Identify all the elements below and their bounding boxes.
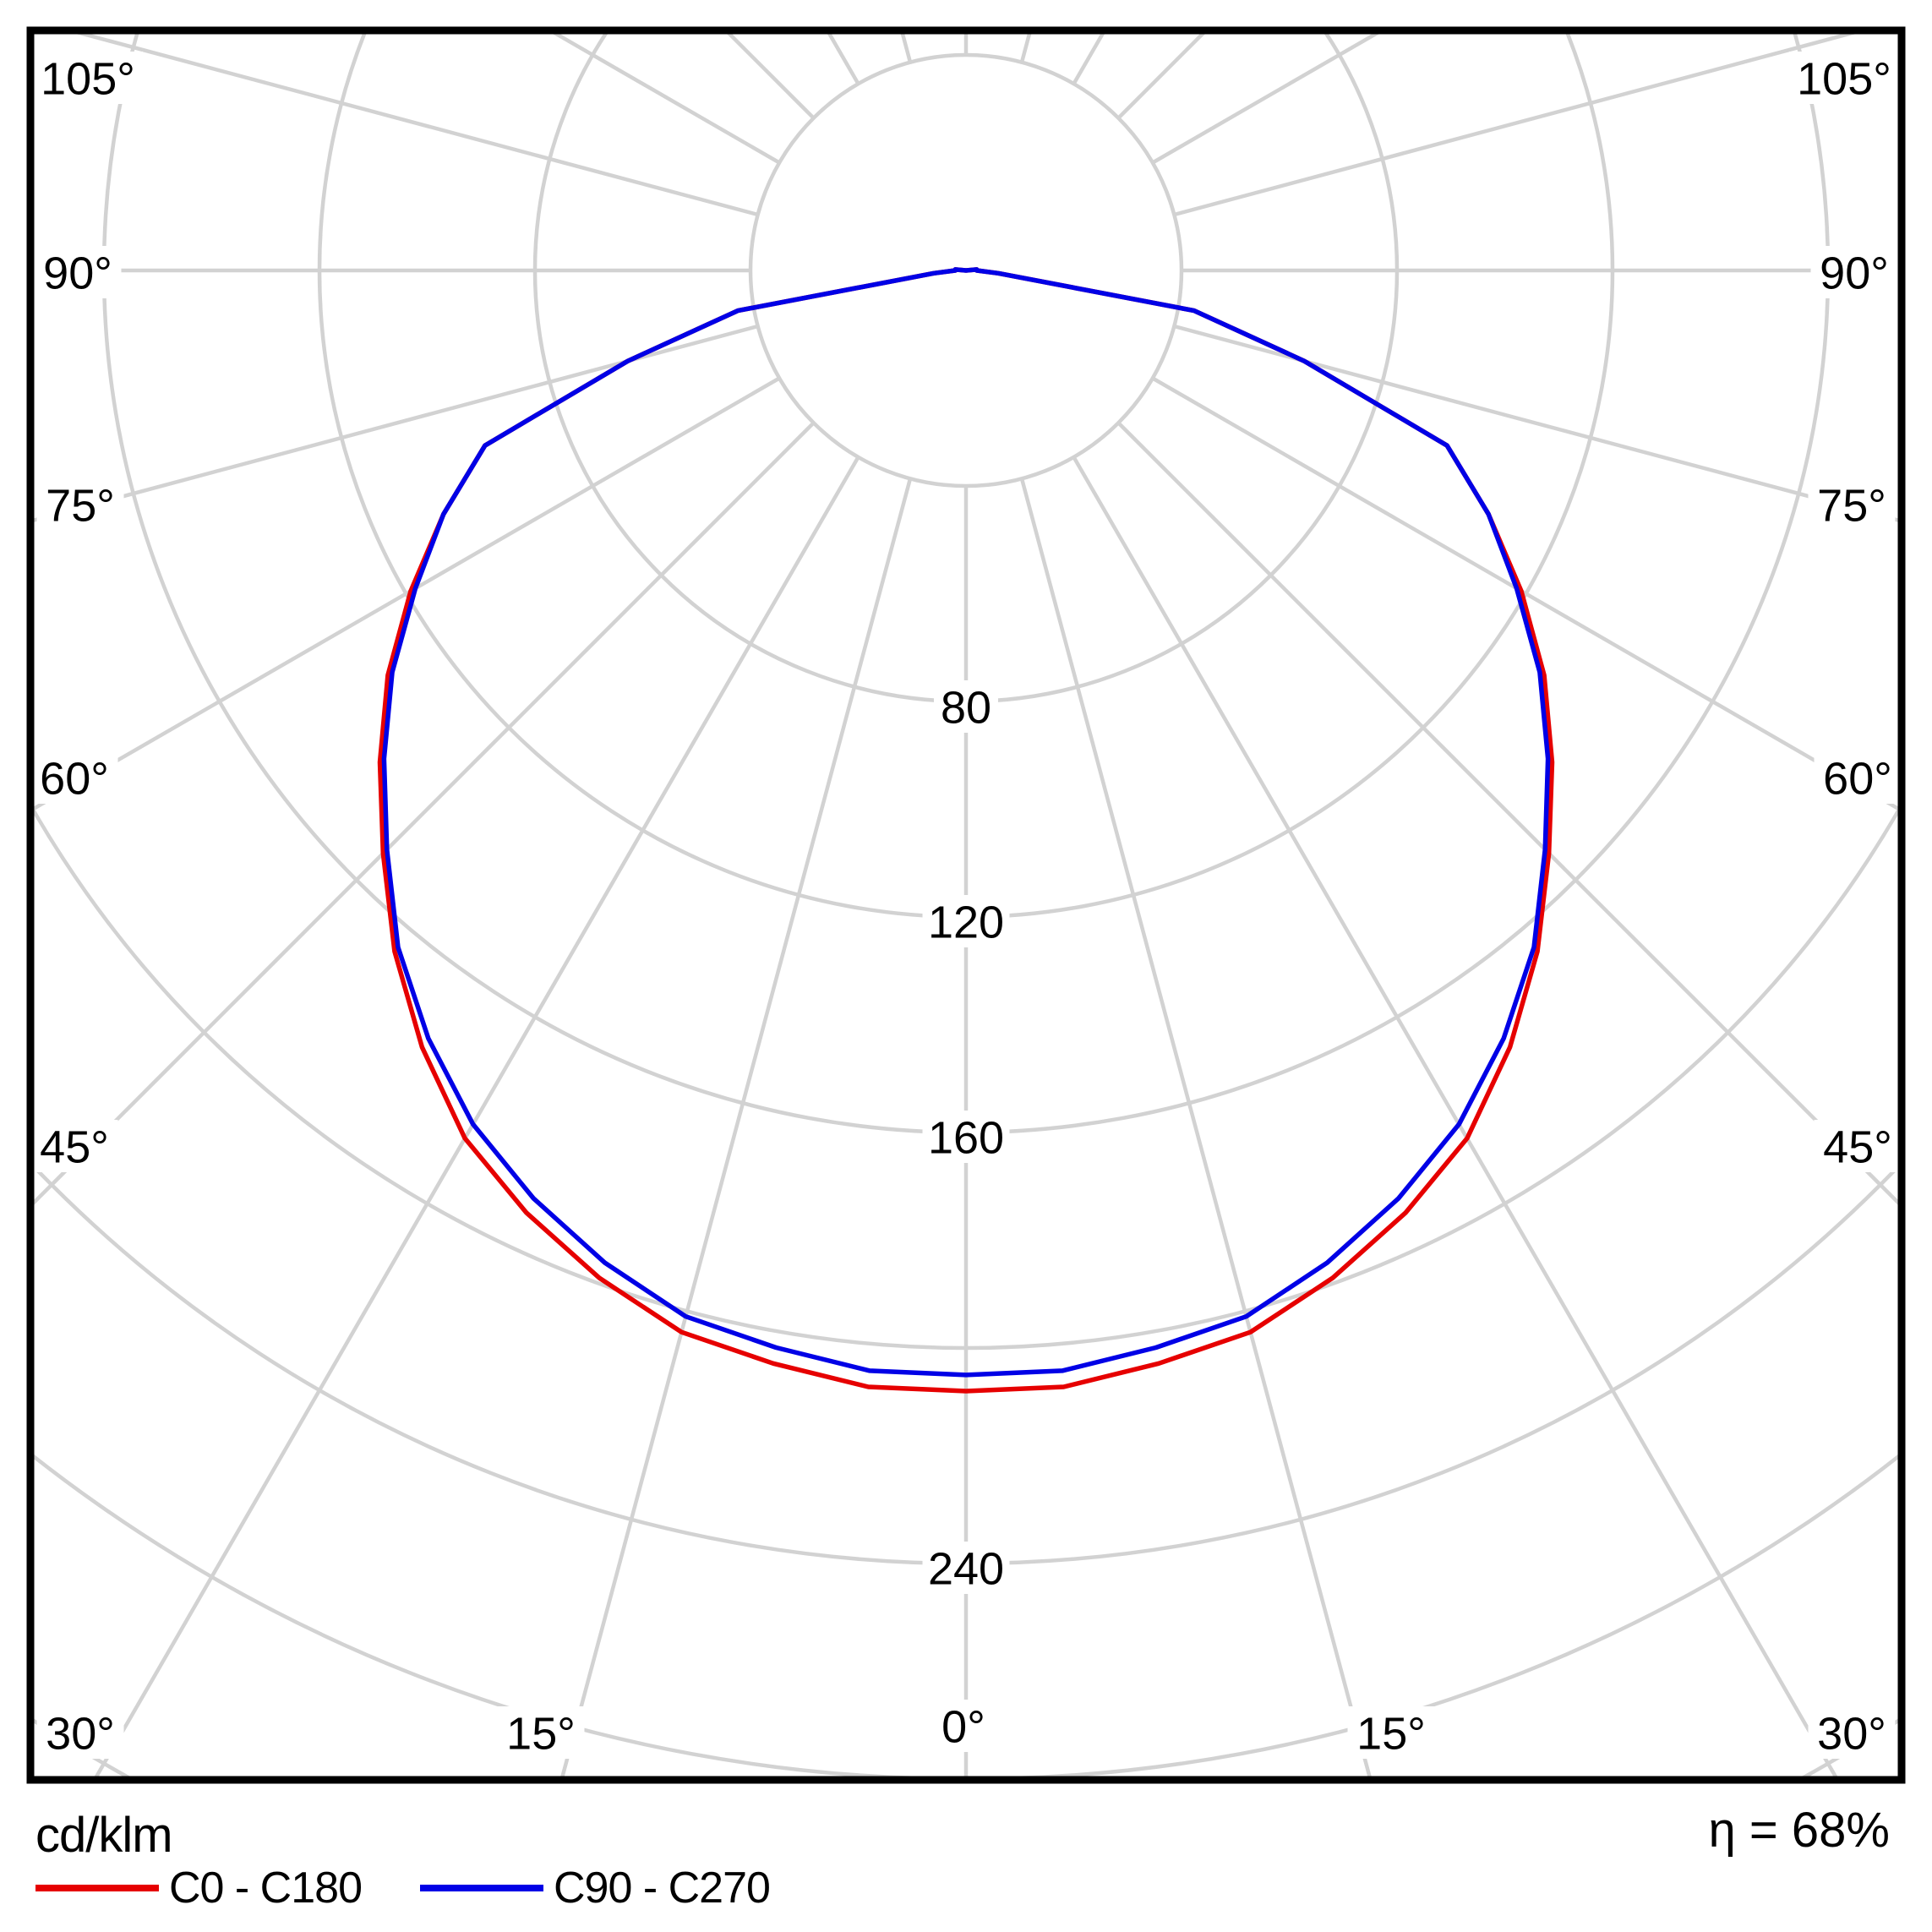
- legend-line-swatch-blue: [420, 1885, 543, 1891]
- plot-border: [26, 26, 1906, 1784]
- angle-label-right-75-bg: [1808, 478, 1896, 531]
- angle-label-bottom-30-left-bg: [36, 1706, 124, 1759]
- angle-label-bottom-30-left: 30°: [46, 1708, 115, 1759]
- angle-label-left-45: 45°: [40, 1122, 109, 1172]
- grid-ray: [1019, 478, 1372, 1776]
- ring-label-240: 240: [928, 1543, 1004, 1594]
- angle-label-bottom-15-right-bg: [1347, 1706, 1435, 1759]
- grid-ray: [1173, 324, 1898, 522]
- grid-ray: [1116, 421, 1898, 1206]
- angle-label-bottom-0-bg: [931, 1700, 996, 1752]
- angle-label-bottom-15-left-bg: [497, 1706, 585, 1759]
- angle-label-right-90-bg: [1810, 246, 1898, 298]
- angle-label-left-75: 75°: [46, 480, 115, 531]
- ring-label-120: 120: [928, 897, 1004, 947]
- angle-label-right-105-bg: [1789, 52, 1899, 104]
- angle-label-right-45-bg: [1814, 1120, 1902, 1172]
- curve-c90-c270: [381, 267, 1551, 1378]
- grid-ray: [75, 34, 759, 217]
- angle-label-bottom-15-left: 15°: [506, 1708, 576, 1759]
- angle-label-left-60-bg: [30, 751, 118, 804]
- angle-label-left-45-bg: [30, 1120, 118, 1172]
- angle-label-right-60-bg: [1814, 751, 1902, 804]
- angle-label-left-90-bg: [34, 246, 122, 298]
- angle-label-left-105: 105°: [41, 53, 135, 104]
- grid-ray: [1173, 34, 1857, 217]
- grid-ray: [34, 376, 781, 811]
- angle-label-right-105: 105°: [1797, 53, 1891, 104]
- angle-label-bottom-0: 0°: [941, 1701, 985, 1752]
- grid-ray: [34, 324, 759, 522]
- grid-ray: [1072, 456, 1838, 1776]
- grid-ray: [560, 478, 913, 1776]
- curves: [377, 267, 1555, 1394]
- ring-label-160-bg: [922, 1111, 1010, 1163]
- angle-label-left-75-bg: [36, 478, 124, 531]
- unit-label: cd/klm: [35, 1808, 173, 1863]
- legend-label-c90-c270: C90 - C270: [554, 1864, 771, 1913]
- grid-ray: [1151, 376, 1898, 811]
- angle-label-right-90: 90°: [1820, 248, 1889, 298]
- ring-label-80-bg: [934, 680, 998, 733]
- angle-label-bottom-15-right: 15°: [1356, 1708, 1426, 1759]
- angle-label-right-45: 45°: [1823, 1122, 1892, 1172]
- angle-label-right-60: 60°: [1823, 753, 1892, 804]
- legend-line-swatch-red: [35, 1885, 159, 1891]
- grid-ray: [34, 421, 816, 1206]
- grid-ray: [94, 456, 860, 1776]
- angle-label-bottom-30-right-bg: [1808, 1706, 1896, 1759]
- angle-label-left-90: 90°: [43, 248, 112, 298]
- efficiency-label: η = 68%: [1708, 1803, 1890, 1858]
- angle-label-left-60: 60°: [40, 753, 109, 804]
- ring-label-240-bg: [922, 1542, 1010, 1594]
- ring-label-160: 160: [928, 1112, 1004, 1163]
- legend-label-c0-c180: C0 - C180: [169, 1864, 363, 1913]
- ring-label-120-bg: [922, 895, 1010, 947]
- angle-label-right-75: 75°: [1817, 480, 1886, 531]
- ring-label-80: 80: [941, 682, 991, 733]
- angle-label-bottom-30-right: 30°: [1817, 1708, 1886, 1759]
- angle-label-left-105-bg: [33, 52, 143, 104]
